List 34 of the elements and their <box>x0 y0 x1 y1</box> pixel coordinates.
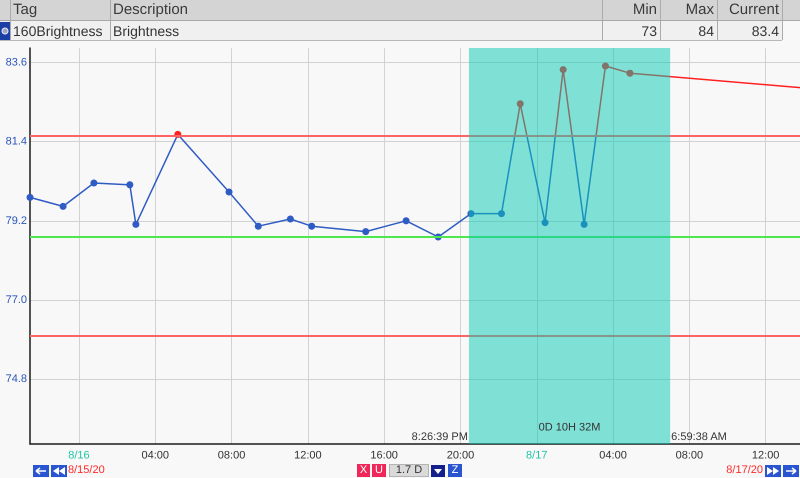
text: 84 <box>697 22 714 41</box>
y-tick-label: 74.8 <box>6 373 27 386</box>
x-tick-label: 8/17 <box>526 450 548 462</box>
y-tick-label: 77.0 <box>6 294 27 306</box>
x-tick-label: 04:00 <box>599 450 627 462</box>
text: Description <box>113 0 190 20</box>
annotation: 8:26:39 PM <box>412 430 468 443</box>
y-tick-label: 81.4 <box>6 136 27 148</box>
text: Tag <box>13 0 38 20</box>
x-tick-label: 08:00 <box>676 450 704 462</box>
y-tick-label: 79.2 <box>6 214 27 227</box>
button: Z <box>448 464 462 477</box>
x-tick-label: 12:00 <box>294 450 322 462</box>
text: 160Brightness <box>13 22 104 41</box>
x-tick-label: 8/16 <box>68 450 90 462</box>
text: 8/17/20 <box>725 464 763 477</box>
time-span-field: 1.7 D <box>389 464 429 477</box>
x-tick-label: 12:00 <box>752 450 780 462</box>
x-tick-label: 16:00 <box>370 450 398 462</box>
text: Max <box>684 0 714 20</box>
band-label: 0D 10H 32M <box>538 422 600 434</box>
text: Min <box>632 0 657 20</box>
button: U <box>372 464 386 477</box>
x-tick-label: 20:00 <box>446 450 474 462</box>
button: X <box>357 464 370 477</box>
x-tick-label: 04:00 <box>141 450 170 462</box>
text: Current <box>728 0 779 20</box>
text: 8/15/20 <box>68 464 106 477</box>
text: 83.4 <box>750 22 779 41</box>
annotation: 6:59:38 AM <box>671 430 727 443</box>
x-tick-label: 08:00 <box>218 450 246 462</box>
text: 73 <box>640 22 657 41</box>
text: Brightness <box>113 22 180 41</box>
y-tick-label: 83.6 <box>6 56 27 68</box>
